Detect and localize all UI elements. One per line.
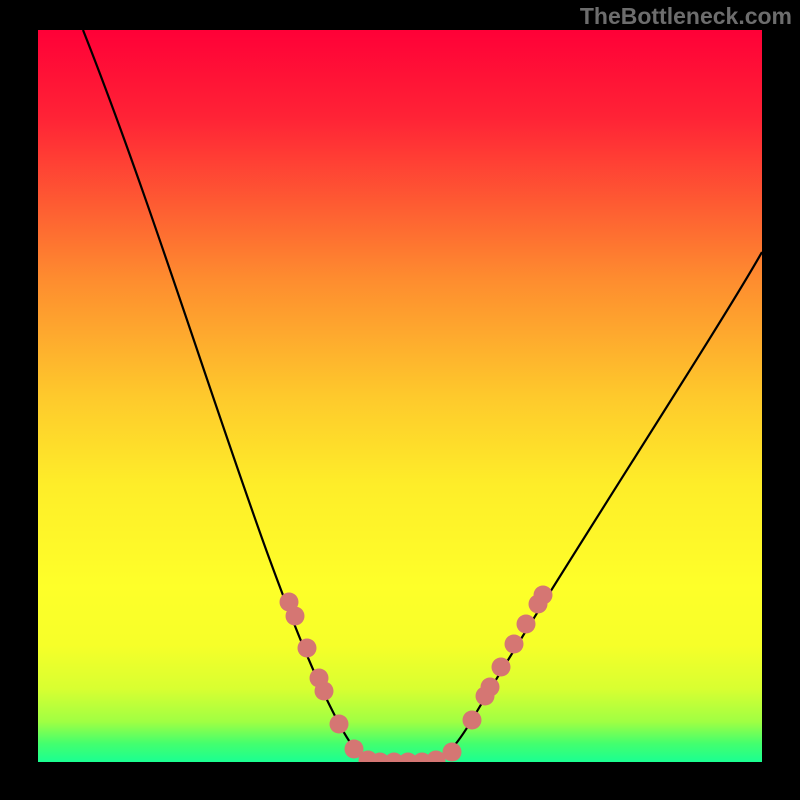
marker-dot <box>286 607 305 626</box>
marker-dot <box>492 658 511 677</box>
marker-dot <box>443 743 462 762</box>
watermark-text: TheBottleneck.com <box>580 3 792 30</box>
bottleneck-curve <box>83 30 762 762</box>
marker-dot <box>315 682 334 701</box>
chart-container: TheBottleneck.com <box>0 0 800 800</box>
curve-layer <box>38 30 762 762</box>
marker-dot <box>517 615 536 634</box>
marker-dot <box>505 635 524 654</box>
marker-dot <box>481 678 500 697</box>
marker-dot <box>298 639 317 658</box>
marker-dot <box>534 586 553 605</box>
marker-dot <box>463 711 482 730</box>
marker-dot <box>330 715 349 734</box>
plot-area <box>38 30 762 762</box>
